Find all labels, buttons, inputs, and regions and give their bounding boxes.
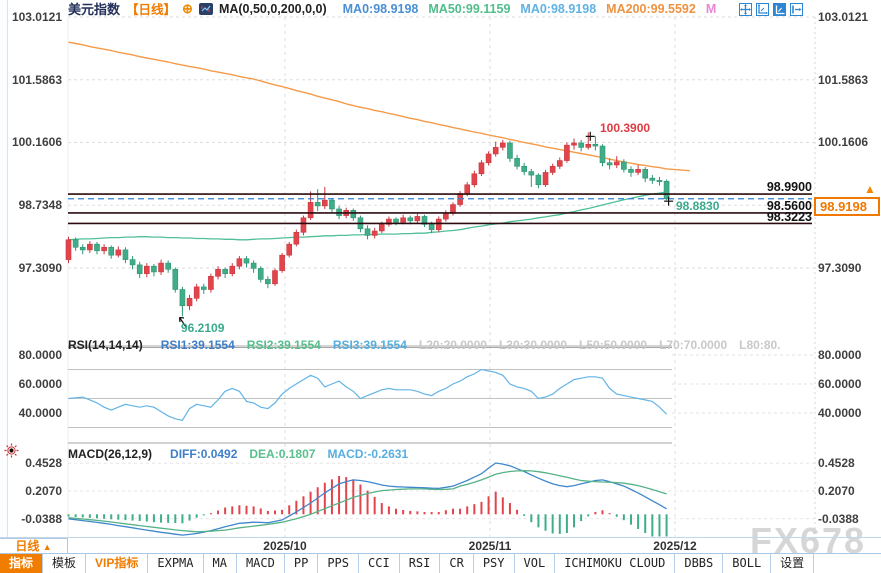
ma-value-label: MA0:98.9198 xyxy=(342,1,419,16)
toolbar-tab-EXPMA[interactable]: EXPMA xyxy=(148,554,204,573)
toolbar-tab-DBBS[interactable]: DBBS xyxy=(675,554,724,573)
macd-value-label: MACD:-0.2631 xyxy=(327,446,409,461)
rsi-y-axis-label-right: 80.0000 xyxy=(818,348,862,362)
rsi-header: RSI(14,14,14) RSI1:39.1554 RSI2:39.1554 RS… xyxy=(68,337,781,352)
ma-values: MA0:98.9198 MA50:99.1159 MA0:98.9198 MA200:… xyxy=(333,2,717,16)
level-label-resistance: 98.9900 xyxy=(766,180,812,194)
macd-y-axis-label-right: 0.4528 xyxy=(818,456,855,470)
rsi-values: RSI1:39.1554 RSI2:39.1554 RSI3:39.1554 L20:… xyxy=(149,338,781,352)
x-axis-date-label: 2025/10 xyxy=(263,539,307,553)
price-up-arrow-icon: ▲ xyxy=(864,182,876,196)
rsi-y-axis-label-right: 60.0000 xyxy=(818,377,862,391)
main-y-axis-label-left: 101.5863 xyxy=(11,73,62,87)
last-price-label: 98.8830 xyxy=(676,199,720,213)
rsi-value-label: L80:80. xyxy=(739,337,781,352)
main-y-axis-label-right: 103.0121 xyxy=(818,10,869,24)
axis-zoom-filled-icon[interactable] xyxy=(773,3,786,16)
macd-value-label: DIFF:0.0492 xyxy=(170,446,238,461)
main-chart-header: 美元指数 【日线】 ⊕ MA(0,50,0,200,0,0) MA0:98.91… xyxy=(68,0,717,18)
x-axis-date-label: 2025/12 xyxy=(653,539,697,553)
toolbar-tab-VOL[interactable]: VOL xyxy=(514,554,556,573)
current-price-axis-box: 98.9198 xyxy=(814,197,880,216)
rsi-value-label: RSI2:39.1554 xyxy=(246,337,321,352)
toolbar-tab-VIP指标[interactable]: VIP指标 xyxy=(86,554,149,573)
macd-y-axis-label-right: -0.0388 xyxy=(818,512,859,526)
macd-value-label: DEA:0.1807 xyxy=(249,446,316,461)
toolbar-tab-PSY[interactable]: PSY xyxy=(473,554,515,573)
toolbar-tab-指标[interactable]: 指标 xyxy=(0,554,44,573)
macd-header: MACD(26,12,9) DIFF:0.0492 DEA:0.1807 MACD:… xyxy=(68,446,408,461)
toolbar-tab-PP[interactable]: PP xyxy=(284,554,319,573)
main-y-axis-label-left: 100.1606 xyxy=(11,135,62,149)
low-price-label: 96.2109 xyxy=(181,321,225,335)
toolbar-tab-CR[interactable]: CR xyxy=(440,554,474,573)
x-axis-date-label: 2025/11 xyxy=(468,539,512,553)
rsi-y-axis-label-left: 40.0000 xyxy=(18,406,62,420)
macd-title: MACD(26,12,9) xyxy=(68,446,153,461)
rsi-title: RSI(14,14,14) xyxy=(68,337,143,352)
chart-style-icon[interactable] xyxy=(198,2,213,15)
rsi-value-label: L50:50.0000 xyxy=(579,337,648,352)
level-label-support: 98.3223 xyxy=(766,210,812,224)
toolbar-tab-ICHIMOKU CLOUD[interactable]: ICHIMOKU CLOUD xyxy=(555,554,676,573)
rsi-value-label: RSI1:39.1554 xyxy=(160,337,235,352)
chart-tool-buttons xyxy=(739,3,803,16)
toolbar-tab-PPS[interactable]: PPS xyxy=(318,554,359,573)
rsi-value-label: L30:30.0000 xyxy=(498,337,568,352)
date-axis-row: 日线 ▲ 2025/10 2025/11 2025/12 xyxy=(0,537,881,554)
macd-y-axis-label-right: 0.2070 xyxy=(818,484,855,498)
macd-y-axis-label-left: 0.4528 xyxy=(25,456,62,470)
ma-formula: MA(0,50,0,200,0,0) xyxy=(218,1,327,16)
left-collapse-strip[interactable] xyxy=(0,0,8,537)
ma-value-label: MA0:98.9198 xyxy=(520,1,597,16)
toolbar-tab-MACD[interactable]: MACD xyxy=(236,554,285,573)
macd-y-axis-label-left: -0.0388 xyxy=(21,512,62,526)
period-tag: 【日线】 xyxy=(126,3,177,17)
rsi-value-label: L70:70.0000 xyxy=(659,337,728,352)
toolbar-tab-CCI[interactable]: CCI xyxy=(359,554,400,573)
ma-value-label: MA200:99.5592 xyxy=(606,1,696,16)
toolbar-tab-设置[interactable]: 设置 xyxy=(771,554,815,573)
collapse-right-icon[interactable] xyxy=(790,3,803,16)
level-label-middle: 98.5600 xyxy=(766,199,812,213)
macd-values: DIFF:0.0492 DEA:0.1807 MACD:-0.2631 xyxy=(158,447,408,461)
brightness-icon[interactable] xyxy=(4,443,19,463)
main-y-axis-label-right: 97.3090 xyxy=(818,261,862,275)
main-y-axis-label-right: 100.1606 xyxy=(818,135,869,149)
high-price-label: 100.3900 xyxy=(600,121,651,135)
bottom-toolbar: 指标 模板 VIP指标 EXPMA MA MACD PP PPS CCI RSI CR PSY VOL I… xyxy=(0,553,881,573)
move-chart-icon[interactable] xyxy=(739,3,752,16)
rsi-value-label: L20:20.0000 xyxy=(418,337,487,352)
rsi-y-axis-label-left: 80.0000 xyxy=(18,348,62,362)
rsi-value-label: RSI3:39.1554 xyxy=(332,337,407,352)
add-compare-icon[interactable]: ⊕ xyxy=(182,0,193,16)
symbol-title: 美元指数 xyxy=(68,2,121,17)
toolbar-tab-RSI[interactable]: RSI xyxy=(399,554,441,573)
toolbar-tab-MA[interactable]: MA xyxy=(203,554,237,573)
main-y-axis-label-left: 98.7348 xyxy=(18,198,62,212)
ma-value-label: MA50:99.1159 xyxy=(428,1,511,16)
rsi-y-axis-label-right: 40.0000 xyxy=(818,406,862,420)
toolbar-tab-BOLL[interactable]: BOLL xyxy=(723,554,772,573)
axis-zoom-icon[interactable] xyxy=(756,3,769,16)
rsi-y-axis-label-left: 60.0000 xyxy=(18,377,62,391)
macd-y-axis-label-left: 0.2070 xyxy=(25,484,62,498)
period-dropdown-label: 日线 xyxy=(15,539,40,553)
ma-value-label: M xyxy=(705,1,717,16)
main-y-axis-label-left: 103.0121 xyxy=(11,10,62,24)
main-y-axis-label-left: 97.3090 xyxy=(18,261,62,275)
toolbar-tab-模板[interactable]: 模板 xyxy=(43,554,87,573)
triangle-up-icon: ▲ xyxy=(42,542,52,552)
main-y-axis-label-right: 101.5863 xyxy=(818,73,869,87)
period-dropdown[interactable]: 日线 ▲ xyxy=(0,538,68,554)
